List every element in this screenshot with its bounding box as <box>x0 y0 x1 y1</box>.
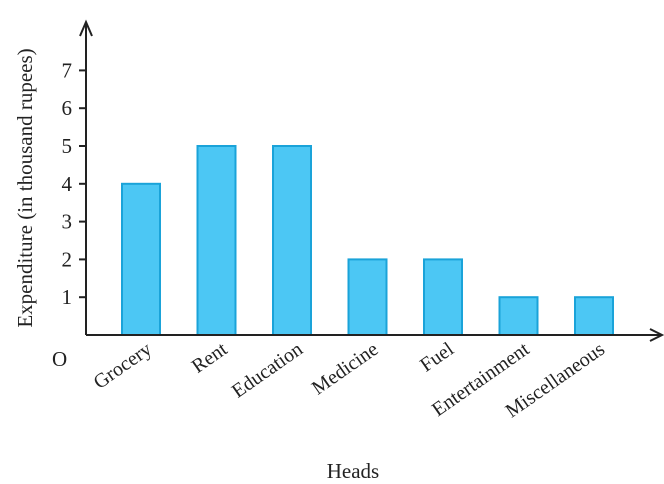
x-tick-label-education: Education <box>228 338 307 403</box>
y-tick-label-3: 3 <box>62 210 73 234</box>
x-axis-arrowhead <box>649 328 664 342</box>
bar-grocery <box>121 182 161 336</box>
x-tick-label-grocery: Grocery <box>90 338 156 394</box>
x-tick-label-fuel: Fuel <box>416 338 458 377</box>
y-tick-label-6: 6 <box>62 96 73 120</box>
y-axis-arrowhead <box>79 19 93 37</box>
bar-fuel <box>423 258 463 336</box>
bars-group <box>121 145 614 337</box>
y-tick-label-4: 4 <box>62 172 73 196</box>
axes-group <box>79 19 664 342</box>
bar-education <box>272 145 312 336</box>
x-axis-title: Heads <box>327 459 379 483</box>
y-tick-label-2: 2 <box>62 247 73 271</box>
x-tick-label-medicine: Medicine <box>308 338 383 399</box>
origin-label: O <box>52 347 67 371</box>
y-tick-label-1: 1 <box>62 285 73 309</box>
bar-medicine <box>347 258 388 336</box>
x-tick-label-rent: Rent <box>188 338 232 378</box>
bar-entertainment <box>498 296 539 337</box>
y-tick-label-5: 5 <box>62 134 73 158</box>
y-axis-title: Expenditure (in thousand rupees) <box>13 48 37 327</box>
y-ticks-group: 1 2 3 4 5 6 7 <box>62 58 86 309</box>
y-tick-label-7: 7 <box>62 58 73 82</box>
bar-rent <box>196 145 237 336</box>
bar-miscellaneous <box>574 296 614 337</box>
